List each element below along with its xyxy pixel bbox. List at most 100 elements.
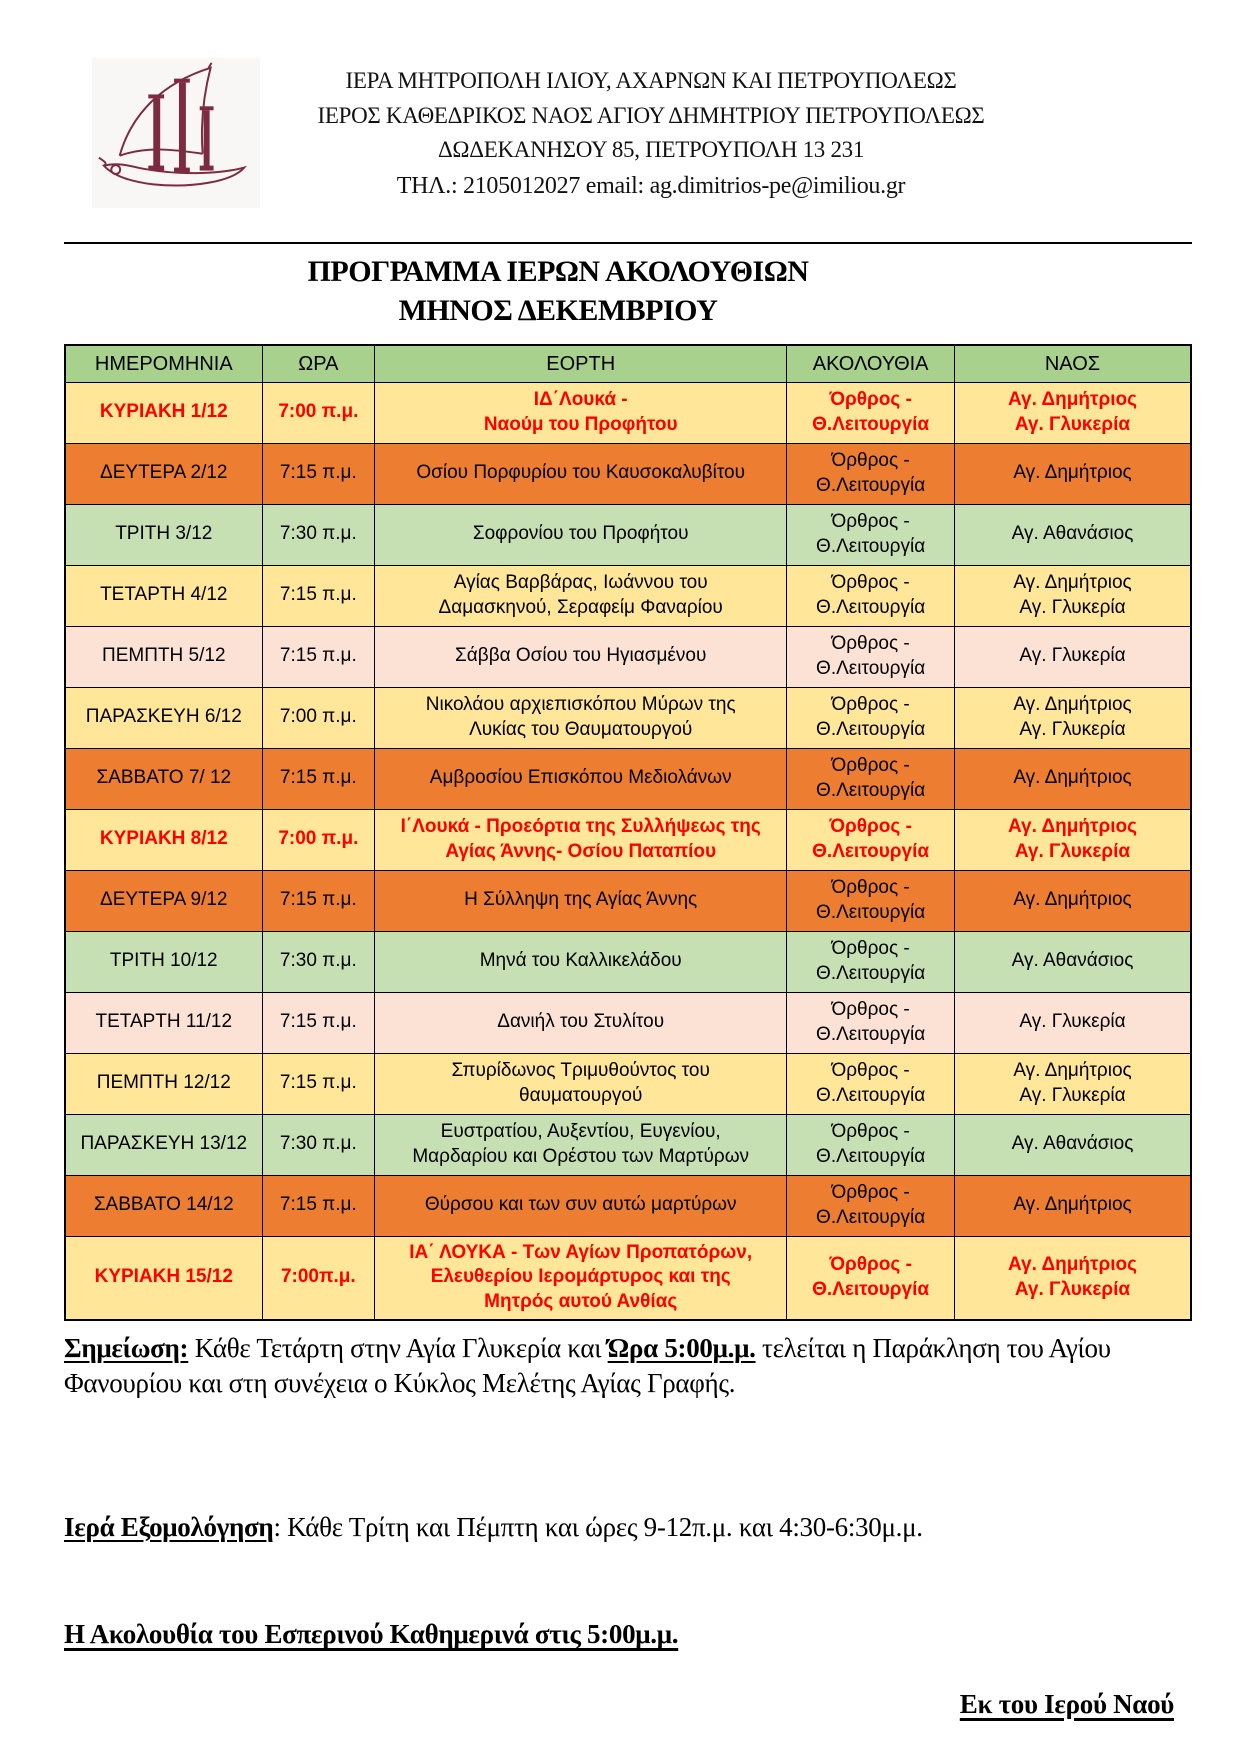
cell-feast: Σοφρονίου του Προφήτου — [374, 503, 788, 566]
table-row: ΚΥΡΙΑΚΗ 8/12 7:00 π.μ. Ι΄Λουκά - Προεόρτια… — [64, 808, 1192, 871]
cell-feast: Ι΄Λουκά - Προεόρτια της Συλλήψεως της Αγί… — [374, 808, 788, 871]
cell-church: Αγ. Δημήτριος — [954, 1174, 1192, 1237]
cell-service: Όρθρος - Θ.Λειτουργία — [786, 381, 956, 444]
cell-time: 7:15 π.μ. — [261, 625, 376, 688]
cell-service: Όρθρος - Θ.Λειτουργία — [786, 1052, 956, 1115]
note-paraklisi-text2: τελείται η Παράκληση του Αγίου Φανουρίου… — [64, 1332, 1111, 1399]
cell-church: Αγ. Αθανάσιος — [954, 503, 1192, 566]
cell-service: Όρθρος - Θ.Λειτουργία — [786, 625, 956, 688]
cell-service: Όρθρος - Θ.Λειτουργία — [786, 1235, 956, 1321]
cell-service: Όρθρος - Θ.Λειτουργία — [786, 442, 956, 505]
note-paraklisi-label: Σημείωση: — [64, 1332, 189, 1363]
cell-church: Αγ. Δημήτριος Αγ. Γλυκερία — [954, 686, 1192, 749]
cell-time: 7:15 π.μ. — [261, 747, 376, 810]
cell-feast: Σάββα Οσίου του Ηγιασμένου — [374, 625, 788, 688]
cell-church: Αγ. Δημήτριος Αγ. Γλυκερία — [954, 808, 1192, 871]
schedule-table-body: ΚΥΡΙΑΚΗ 1/12 7:00 π.μ. ΙΔ΄Λουκά - Ναούμ του… — [64, 381, 1192, 1321]
note-signoff: Εκ του Ιερού Ναού — [64, 1687, 1192, 1723]
cell-church: Αγ. Αθανάσιος — [954, 930, 1192, 993]
table-row: ΤΕΤΑΡΤΗ 11/12 7:15 π.μ. Δανιήλ του Στυλίτο… — [64, 991, 1192, 1054]
letterhead-contact: ΤΗΛ.: 2105012027 email: ag.dimitrios-pe@… — [396, 172, 906, 199]
cell-date: ΚΥΡΙΑΚΗ 15/12 — [64, 1235, 263, 1321]
table-row: ΠΑΡΑΣΚΕΥΗ 6/12 7:00 π.μ. Νικολάου αρχιεπισ… — [64, 686, 1192, 749]
note-vespers: Η Ακολουθία του Εσπερινού Καθημερινά στι… — [64, 1617, 1192, 1653]
cell-feast: Σπυρίδωνος Τριμυθούντος του θαυματουργού — [374, 1052, 788, 1115]
cell-time: 7:00π.μ. — [261, 1235, 376, 1321]
cell-service: Όρθρος - Θ.Λειτουργία — [786, 930, 956, 993]
cell-feast: Νικολάου αρχιεπισκόπου Μύρων της Λυκίας τ… — [374, 686, 788, 749]
note-vespers-text: Η Ακολουθία του Εσπερινού Καθημερινά στι… — [64, 1619, 679, 1650]
cell-feast: ΙΑ΄ ΛΟΥΚΑ - Των Αγίων Προπατόρων, Ελευθερ… — [374, 1235, 788, 1321]
cell-feast: Θύρσου και των συν αυτώ μαρτύρων — [374, 1174, 788, 1237]
cell-church: Αγ. Δημήτριος — [954, 869, 1192, 932]
table-row: ΣΑΒΒΑΤΟ 14/12 7:15 π.μ. Θύρσου και των συν… — [64, 1174, 1192, 1237]
cell-date: ΔΕΥΤΕΡΑ 2/12 — [64, 442, 263, 505]
cell-feast: Αμβροσίου Επισκόπου Μεδιολάνων — [374, 747, 788, 810]
cell-date: ΚΥΡΙΑΚΗ 1/12 — [64, 381, 263, 444]
cell-feast: Ευστρατίου, Αυξεντίου, Ευγενίου, Μαρδαρίο… — [374, 1113, 788, 1176]
cell-church: Αγ. Δημήτριος — [954, 747, 1192, 810]
cell-service: Όρθρος - Θ.Λειτουργία — [786, 1113, 956, 1176]
title-line2: ΜΗΝΟΣ ΔΕΚΕΜΒΡΙΟΥ — [398, 294, 718, 327]
note-paraklisi: Σημείωση: Κάθε Τετάρτη στην Αγία Γλυκερί… — [64, 1331, 1192, 1402]
cell-feast: Δανιήλ του Στυλίτου — [374, 991, 788, 1054]
column-header-2: ΕΟΡΤΗ — [374, 344, 788, 383]
cell-time: 7:00 π.μ. — [261, 808, 376, 871]
table-row: ΚΥΡΙΑΚΗ 15/12 7:00π.μ. ΙΑ΄ ΛΟΥΚΑ - Των Αγί… — [64, 1235, 1192, 1321]
letterhead-line2: ΙΕΡΟΣ ΚΑΘΕΔΡΙΚΟΣ ΝΑΟΣ ΑΓΙΟΥ ΔΗΜΗΤΡΙΟΥ ΠΕ… — [317, 102, 985, 128]
cell-date: ΠΑΡΑΣΚΕΥΗ 6/12 — [64, 686, 263, 749]
column-header-1: ΩΡΑ — [261, 344, 376, 383]
cell-time: 7:15 π.μ. — [261, 442, 376, 505]
note-signoff-text: Εκ του Ιερού Ναού — [959, 1689, 1175, 1720]
cell-church: Αγ. Γλυκερία — [954, 625, 1192, 688]
cell-feast: ΙΔ΄Λουκά - Ναούμ του Προφήτου — [374, 381, 788, 444]
cell-time: 7:15 π.μ. — [261, 869, 376, 932]
letterhead: ΙΕΡΑ ΜΗΤΡΟΠΟΛΗ ΙΛΙΟΥ, ΑΧΑΡΝΩΝ ΚΑΙ ΠΕΤΡΟΥ… — [64, 58, 1192, 208]
cell-date: ΣΑΒΒΑΤΟ 14/12 — [64, 1174, 263, 1237]
schedule-table: ΗΜΕΡΟΜΗΝΙΑ ΩΡΑ ΕΟΡΤΗ ΑΚΟΛΟΥΘΙΑ ΝΑΟΣ ΚΥΡΙΑΚΗ … — [64, 344, 1192, 1321]
cell-service: Όρθρος - Θ.Λειτουργία — [786, 747, 956, 810]
cell-date: ΤΡΙΤΗ 3/12 — [64, 503, 263, 566]
cell-time: 7:30 π.μ. — [261, 1113, 376, 1176]
cell-church: Αγ. Δημήτριος — [954, 442, 1192, 505]
column-header-3: ΑΚΟΛΟΥΘΙΑ — [786, 344, 956, 383]
cell-date: ΔΕΥΤΕΡΑ 9/12 — [64, 869, 263, 932]
column-header-4: ΝΑΟΣ — [954, 344, 1192, 383]
cell-time: 7:15 π.μ. — [261, 564, 376, 627]
cell-date: ΠΕΜΠΤΗ 5/12 — [64, 625, 263, 688]
cell-time: 7:30 π.μ. — [261, 930, 376, 993]
cell-time: 7:15 π.μ. — [261, 1174, 376, 1237]
table-row: ΠΕΜΠΤΗ 5/12 7:15 π.μ. Σάββα Οσίου του Ηγια… — [64, 625, 1192, 688]
cell-date: ΤΕΤΑΡΤΗ 4/12 — [64, 564, 263, 627]
note-confession-label: Ιερά Εξομολόγηση — [64, 1511, 274, 1542]
cell-time: 7:30 π.μ. — [261, 503, 376, 566]
table-row: ΠΑΡΑΣΚΕΥΗ 13/12 7:30 π.μ. Ευστρατίου, Αυξε… — [64, 1113, 1192, 1176]
cell-time: 7:15 π.μ. — [261, 1052, 376, 1115]
cell-time: 7:00 π.μ. — [261, 686, 376, 749]
metropolis-ship-logo — [92, 58, 260, 208]
cell-date: ΤΡΙΤΗ 10/12 — [64, 930, 263, 993]
cell-church: Αγ. Δημήτριος Αγ. Γλυκερία — [954, 564, 1192, 627]
table-row: ΤΡΙΤΗ 3/12 7:30 π.μ. Σοφρονίου του Προφήτο… — [64, 503, 1192, 566]
table-row: ΔΕΥΤΕΡΑ 2/12 7:15 π.μ. Οσίου Πορφυρίου του… — [64, 442, 1192, 505]
cell-date: ΣΑΒΒΑΤΟ 7/ 12 — [64, 747, 263, 810]
cell-church: Αγ. Γλυκερία — [954, 991, 1192, 1054]
cell-church: Αγ. Αθανάσιος — [954, 1113, 1192, 1176]
letterhead-line3: ΔΩΔΕΚΑΝΗΣΟΥ 85, ΠΕΤΡΟΥΠΟΛΗ 13 231 — [437, 137, 865, 162]
cell-church: Αγ. Δημήτριος Αγ. Γλυκερία — [954, 1052, 1192, 1115]
document-title: ΠΡΟΓΡΑΜΜΑ ΙΕΡΩΝ ΑΚΟΛΟΥΘΙΩΝ ΜΗΝΟΣ ΔΕΚΕΜΒΡ… — [64, 252, 1192, 330]
cell-church: Αγ. Δημήτριος Αγ. Γλυκερία — [954, 1235, 1192, 1321]
table-header-row: ΗΜΕΡΟΜΗΝΙΑ ΩΡΑ ΕΟΡΤΗ ΑΚΟΛΟΥΘΙΑ ΝΑΟΣ — [64, 344, 1192, 383]
cell-date: ΠΕΜΠΤΗ 12/12 — [64, 1052, 263, 1115]
note-confession-text: : Κάθε Τρίτη και Πέμπτη και ώρες 9-12π.μ… — [273, 1511, 923, 1542]
note-confession: Ιερά Εξομολόγηση: Κάθε Τρίτη και Πέμπτη … — [64, 1510, 1192, 1546]
cell-time: 7:00 π.μ. — [261, 381, 376, 444]
cell-date: ΚΥΡΙΑΚΗ 8/12 — [64, 808, 263, 871]
cell-service: Όρθρος - Θ.Λειτουργία — [786, 503, 956, 566]
table-row: ΣΑΒΒΑΤΟ 7/ 12 7:15 π.μ. Αμβροσίου Επισκόπο… — [64, 747, 1192, 810]
column-header-0: ΗΜΕΡΟΜΗΝΙΑ — [64, 344, 263, 383]
note-paraklisi-time: Ώρα 5:00μ.μ. — [607, 1332, 756, 1363]
cell-church: Αγ. Δημήτριος Αγ. Γλυκερία — [954, 381, 1192, 444]
table-row: ΤΡΙΤΗ 10/12 7:30 π.μ. Μηνά του Καλλικελάδο… — [64, 930, 1192, 993]
table-row: ΔΕΥΤΕΡΑ 9/12 7:15 π.μ. Η Σύλληψη της Αγίας… — [64, 869, 1192, 932]
